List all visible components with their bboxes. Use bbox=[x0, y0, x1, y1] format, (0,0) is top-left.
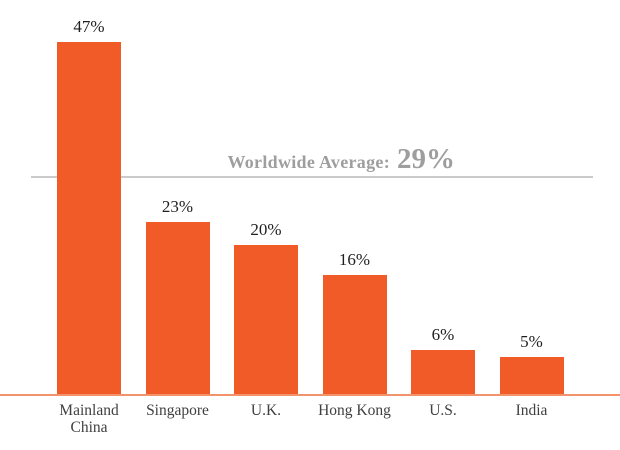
category-label-2: U.K. bbox=[250, 402, 282, 419]
value-label-3: 16% bbox=[338, 250, 371, 269]
category-label-0: Mainland China bbox=[59, 402, 119, 436]
worldwide-average-value: 29% bbox=[397, 143, 455, 175]
category-label-5: India bbox=[515, 402, 548, 419]
value-label-1: 23% bbox=[161, 197, 194, 216]
value-label-0: 47% bbox=[73, 17, 105, 36]
bar-3 bbox=[322, 275, 387, 395]
category-label-4: U.S. bbox=[429, 402, 457, 419]
category-label-1: Singapore bbox=[146, 402, 209, 419]
bar-5 bbox=[499, 357, 564, 395]
value-label-4: 6% bbox=[431, 325, 455, 344]
value-label-2: 20% bbox=[250, 220, 282, 239]
worldwide-average-annotation: Worldwide Average: 29% bbox=[0, 144, 455, 179]
category-label-3: Hong Kong bbox=[318, 402, 391, 419]
worldwide-average-label: Worldwide Average: bbox=[227, 152, 390, 172]
bar-4 bbox=[411, 350, 475, 395]
bar-2 bbox=[234, 245, 298, 395]
value-label-5: 5% bbox=[520, 332, 543, 351]
bar-0 bbox=[57, 42, 121, 395]
bar-1 bbox=[145, 222, 210, 395]
x-axis-line bbox=[0, 394, 620, 396]
worldwide-average-line bbox=[31, 176, 593, 178]
